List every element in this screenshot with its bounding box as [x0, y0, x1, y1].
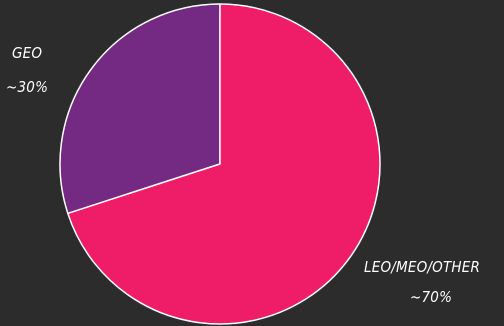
slice-label-leo-value: ~70% [410, 288, 452, 306]
slice-label-geo-name: GEO [12, 44, 42, 62]
pie-slice-leo-meo-other [67, 3, 381, 325]
pie-slices [59, 3, 381, 325]
slice-label-leo-name: LEO/MEO/OTHER [364, 258, 480, 276]
slice-label-geo-value: ~30% [6, 78, 48, 96]
pie-slice-geo [59, 3, 221, 215]
